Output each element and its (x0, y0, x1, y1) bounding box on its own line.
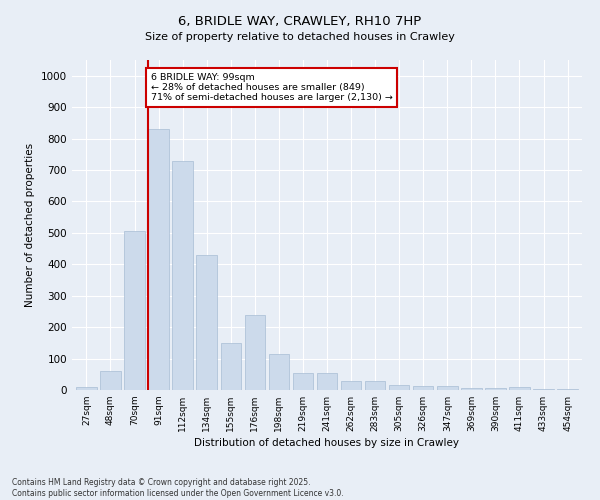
Bar (221, 343, 241, 390)
Bar (148, 129, 169, 390)
Bar (341, 381, 361, 390)
Bar (172, 160, 193, 390)
Bar (196, 255, 217, 390)
Bar (461, 388, 482, 390)
Bar (245, 314, 265, 390)
Bar (100, 371, 121, 390)
Bar (389, 386, 409, 390)
Text: Size of property relative to detached houses in Crawley: Size of property relative to detached ho… (145, 32, 455, 42)
Bar (365, 381, 385, 390)
Text: Contains HM Land Registry data © Crown copyright and database right 2025.
Contai: Contains HM Land Registry data © Crown c… (12, 478, 344, 498)
Bar (509, 387, 530, 390)
Bar (293, 372, 313, 390)
Y-axis label: Number of detached properties: Number of detached properties (25, 143, 35, 307)
Bar (413, 386, 433, 390)
Bar (437, 386, 458, 390)
X-axis label: Distribution of detached houses by size in Crawley: Distribution of detached houses by size … (194, 438, 460, 448)
Text: 6 BRIDLE WAY: 99sqm
← 28% of detached houses are smaller (849)
71% of semi-detac: 6 BRIDLE WAY: 99sqm ← 28% of detached ho… (151, 72, 392, 102)
Bar (485, 388, 506, 390)
Bar (124, 232, 145, 390)
Bar (269, 354, 289, 390)
Bar (76, 387, 97, 390)
Text: 6, BRIDLE WAY, CRAWLEY, RH10 7HP: 6, BRIDLE WAY, CRAWLEY, RH10 7HP (178, 15, 422, 28)
Bar (317, 372, 337, 390)
